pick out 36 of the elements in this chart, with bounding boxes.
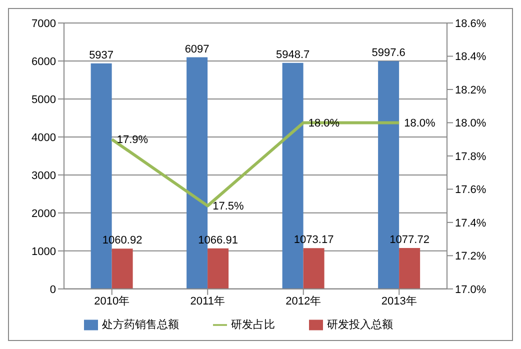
y2-tick-label: 17.6% — [455, 184, 486, 196]
data-label: 18.0% — [308, 118, 340, 130]
bar — [208, 248, 229, 289]
x-tick-label: 2013年 — [381, 296, 417, 308]
data-label: 5948.7 — [276, 48, 310, 61]
legend-label: 研发占比 — [231, 318, 275, 331]
y2-tick-label: 18.4% — [455, 51, 486, 64]
data-label: 5997.6 — [372, 47, 406, 60]
y-tick-label: 4000 — [32, 132, 56, 144]
y2-tick-label: 17.0% — [455, 284, 486, 296]
x-tick-label: 2010年 — [94, 296, 130, 308]
y-tick-label: 1000 — [32, 246, 56, 258]
y-tick-label: 7000 — [32, 18, 56, 30]
y-tick-label: 0 — [50, 284, 56, 296]
y2-tick-label: 18.0% — [455, 118, 486, 130]
data-label: 17.9% — [116, 134, 148, 146]
data-label: 6097 — [184, 43, 210, 56]
bar — [399, 248, 420, 289]
y-tick-label: 2000 — [32, 208, 56, 220]
y2-tick-label: 18.2% — [455, 84, 486, 96]
bar — [303, 248, 324, 289]
y-tick-label: 6000 — [32, 56, 56, 68]
y2-tick-label: 17.8% — [455, 150, 486, 163]
bar — [112, 248, 133, 289]
data-label: 18.0% — [404, 118, 436, 130]
y2-tick-label: 17.4% — [455, 217, 486, 230]
y-tick-label: 3000 — [32, 170, 56, 182]
y-tick-label: 5000 — [32, 94, 56, 106]
legend-label: 研发投入总额 — [327, 318, 393, 331]
y2-tick-label: 17.2% — [455, 250, 486, 263]
x-tick-label: 2011年 — [190, 296, 225, 308]
x-tick-label: 2012年 — [286, 296, 322, 308]
y2-tick-label: 18.6% — [455, 18, 486, 30]
data-label: 5937 — [89, 49, 114, 62]
legend-label: 处方药销售总额 — [102, 318, 179, 331]
data-label: 17.5% — [212, 200, 244, 213]
